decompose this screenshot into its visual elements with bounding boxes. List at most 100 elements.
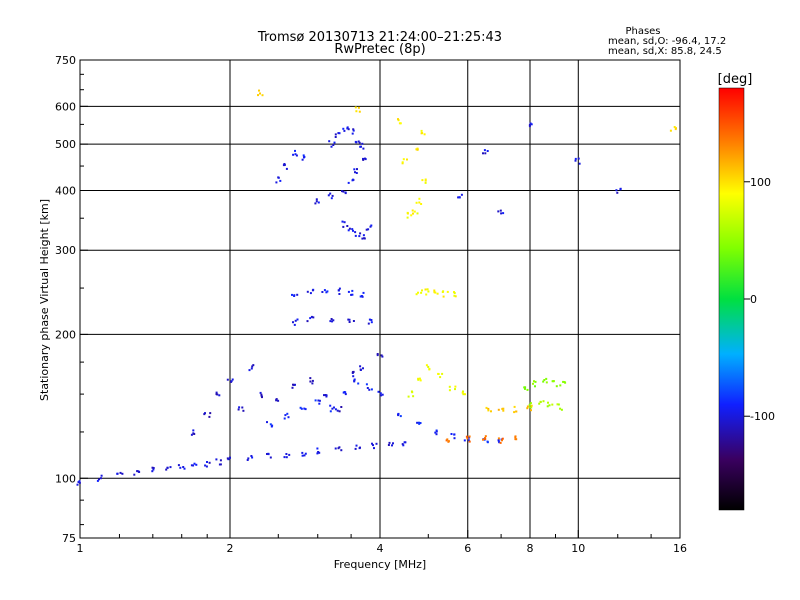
- data-point: [465, 435, 468, 438]
- data-point: [353, 378, 356, 381]
- data-point: [406, 158, 408, 161]
- data-point: [351, 289, 354, 292]
- data-point: [551, 380, 554, 383]
- data-point: [230, 380, 233, 383]
- data-point: [453, 437, 456, 440]
- data-point: [332, 144, 335, 146]
- data-point: [352, 129, 355, 132]
- data-point: [412, 395, 415, 398]
- data-point: [193, 433, 196, 435]
- data-point: [351, 371, 354, 374]
- data-point: [356, 168, 358, 171]
- data-point: [426, 288, 429, 291]
- data-point: [78, 481, 81, 484]
- data-point: [342, 225, 345, 228]
- data-point: [363, 237, 366, 240]
- data-point: [358, 447, 361, 450]
- data-point: [524, 387, 526, 390]
- data-point: [314, 202, 317, 205]
- data-point: [418, 201, 421, 204]
- data-point: [501, 439, 503, 442]
- data-point: [275, 398, 278, 401]
- data-point: [330, 197, 333, 200]
- data-point: [311, 289, 314, 292]
- data-point: [358, 141, 361, 144]
- data-point: [365, 383, 368, 386]
- data-point: [348, 321, 351, 323]
- data-point: [368, 318, 371, 321]
- data-point: [303, 407, 306, 410]
- data-point: [402, 444, 405, 447]
- data-point: [354, 171, 356, 174]
- data-point: [351, 228, 354, 231]
- data-point: [420, 132, 423, 135]
- data-point: [259, 391, 262, 394]
- data-point: [152, 468, 155, 471]
- data-point: [352, 128, 355, 131]
- data-point: [437, 372, 440, 375]
- data-point: [347, 318, 350, 321]
- data-point: [321, 291, 324, 293]
- data-point: [552, 380, 555, 383]
- data-point: [266, 453, 268, 455]
- data-point: [303, 454, 306, 457]
- data-point: [529, 122, 532, 125]
- data-point: [206, 461, 208, 463]
- data-point: [420, 203, 423, 205]
- data-point: [482, 438, 484, 441]
- data-point: [283, 456, 286, 459]
- data-point: [257, 94, 259, 97]
- data-point: [96, 479, 99, 482]
- x-tick-label: 10: [571, 542, 585, 555]
- x-tick-label: 8: [527, 542, 534, 555]
- data-point: [246, 459, 249, 461]
- data-point: [311, 379, 314, 382]
- data-point: [284, 414, 287, 417]
- data-point: [317, 201, 320, 204]
- data-point: [373, 447, 375, 450]
- data-point: [252, 364, 255, 367]
- data-point: [564, 381, 567, 384]
- data-point: [375, 442, 378, 445]
- data-point: [215, 458, 218, 461]
- data-point: [205, 465, 208, 468]
- data-point: [358, 110, 361, 113]
- data-point: [294, 319, 297, 322]
- data-point: [346, 225, 349, 227]
- data-point: [365, 228, 368, 231]
- data-point: [407, 395, 410, 398]
- data-point: [100, 474, 103, 477]
- data-point: [368, 388, 371, 391]
- data-point: [347, 128, 350, 131]
- data-point: [309, 380, 312, 383]
- data-point: [337, 132, 340, 135]
- data-point: [453, 292, 456, 294]
- data-point: [203, 413, 206, 416]
- data-point: [315, 198, 318, 201]
- data-point: [329, 410, 332, 413]
- data-point: [336, 409, 339, 412]
- data-point: [331, 194, 334, 197]
- x-axis-ticks: 1 2 4 6 8 10 16: [77, 530, 687, 555]
- data-point: [370, 224, 373, 227]
- data-point: [351, 132, 354, 135]
- data-point: [529, 402, 532, 405]
- data-point: [219, 463, 222, 466]
- data-point: [333, 141, 336, 144]
- data-point: [331, 407, 334, 410]
- data-point: [445, 439, 448, 442]
- data-point: [299, 406, 302, 409]
- data-point: [287, 416, 290, 419]
- data-point: [387, 444, 390, 446]
- data-point: [288, 453, 291, 456]
- data-point: [362, 367, 364, 370]
- data-point: [293, 295, 296, 297]
- data-point: [397, 412, 400, 415]
- data-point: [514, 438, 517, 441]
- data-point: [416, 421, 419, 424]
- data-point: [341, 220, 344, 223]
- data-point: [192, 429, 195, 432]
- data-point: [526, 405, 529, 408]
- data-point: [417, 421, 420, 424]
- data-point: [454, 388, 456, 391]
